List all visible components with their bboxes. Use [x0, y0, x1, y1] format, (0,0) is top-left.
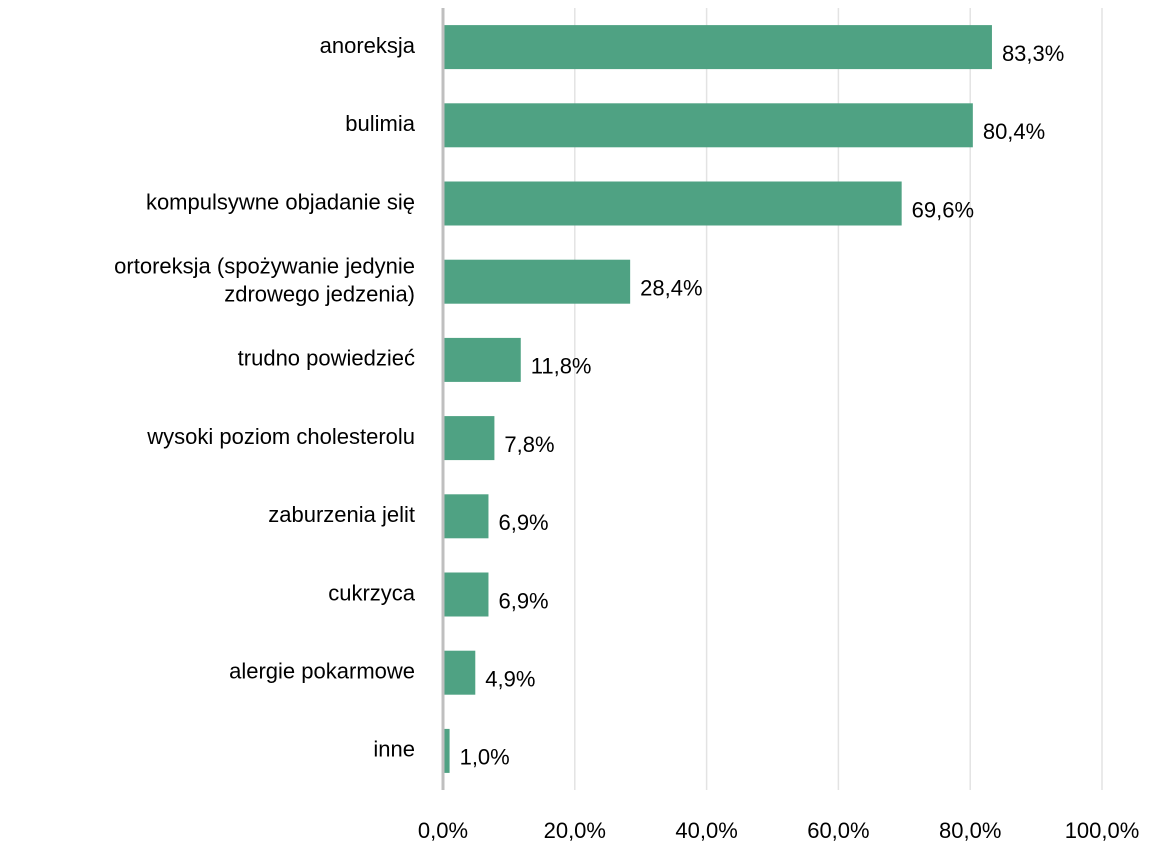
data-label: 4,9%	[485, 667, 535, 692]
data-label: 28,4%	[640, 276, 702, 301]
y-tick-label: kompulsywne objadanie się	[146, 189, 415, 214]
y-tick-label: bulimia	[345, 111, 415, 136]
x-tick-label: 60,0%	[807, 818, 869, 843]
x-tick-label: 100,0%	[1065, 818, 1140, 843]
bar	[443, 259, 631, 304]
bar	[443, 337, 521, 382]
data-label: 6,9%	[498, 588, 548, 613]
y-tick-label: alergie pokarmowe	[229, 659, 415, 684]
y-tick-label: inne	[373, 737, 415, 762]
y-tick-label: wysoki poziom cholesterolu	[146, 424, 415, 449]
x-tick-label: 0,0%	[418, 818, 468, 843]
bar	[443, 728, 450, 773]
bar	[443, 650, 476, 695]
bar	[443, 416, 495, 461]
x-tick-label: 80,0%	[939, 818, 1001, 843]
data-label: 11,8%	[531, 354, 592, 379]
x-tick-label: 40,0%	[675, 818, 737, 843]
y-tick-label: trudno powiedzieć	[238, 346, 415, 371]
bar	[443, 25, 992, 70]
data-label: 6,9%	[498, 510, 548, 535]
y-tick-label: cukrzyca	[328, 580, 416, 605]
y-tick-label: anoreksja	[320, 33, 416, 58]
y-tick-label: ortoreksja (spożywanie jedynie zdrowego j…	[114, 254, 415, 307]
data-label: 80,4%	[983, 119, 1045, 144]
data-label: 7,8%	[504, 432, 554, 457]
bar	[443, 181, 902, 226]
data-label: 83,3%	[1002, 41, 1064, 66]
x-tick-label: 20,0%	[544, 818, 606, 843]
bar	[443, 572, 489, 617]
data-label: 1,0%	[460, 745, 510, 770]
bar	[443, 494, 489, 539]
bar	[443, 103, 973, 148]
y-tick-label: zaburzenia jelit	[268, 502, 415, 527]
data-label: 69,6%	[912, 197, 974, 222]
